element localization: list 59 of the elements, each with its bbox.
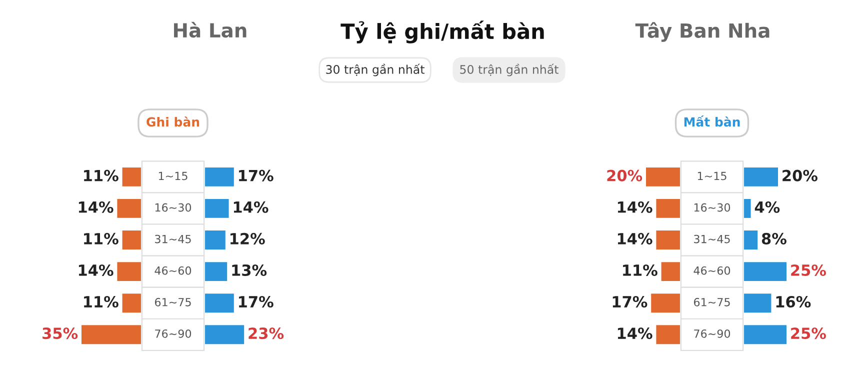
bar [205, 325, 244, 344]
data-label: 20% [607, 170, 642, 182]
bar [656, 325, 680, 344]
chart-subtitle: Mất bàn [684, 116, 740, 127]
chart-title: Tây Ban Nha [635, 22, 770, 42]
bar [656, 230, 680, 250]
y-tick-label: 16~30 [155, 203, 192, 212]
data-label: 16% [776, 296, 811, 308]
data-label: 11% [84, 170, 118, 182]
bar [744, 199, 751, 218]
data-label: 14% [618, 201, 652, 213]
data-label: 11% [84, 296, 118, 308]
data-label: 14% [618, 328, 652, 340]
bar [205, 199, 229, 218]
data-label: 11% [623, 264, 658, 276]
data-label: 23% [248, 328, 284, 340]
y-tick-label: 76~90 [155, 329, 192, 338]
data-label: 35% [42, 328, 78, 340]
bar [205, 167, 234, 186]
text: Tỷ lệ ghi/mất bàn [340, 20, 544, 44]
data-label: 17% [239, 296, 274, 308]
bar [205, 294, 234, 313]
bar [651, 294, 680, 313]
y-tick-label: 61~75 [154, 298, 191, 306]
data-label: 12% [230, 232, 265, 244]
y-tick-label: 46~60 [154, 266, 192, 275]
data-label: 25% [791, 264, 826, 276]
data-label: 14% [618, 232, 652, 244]
data-label: 11% [84, 232, 118, 244]
data-label: 17% [612, 296, 648, 308]
data-label: 14% [78, 264, 114, 276]
y-tick-label: 16~30 [694, 203, 730, 212]
bar [661, 262, 680, 282]
text: 30 trận gần nhất [326, 64, 424, 76]
bar [205, 230, 226, 250]
data-label: 8% [762, 232, 786, 244]
bar [744, 294, 772, 313]
data-label: 13% [232, 264, 267, 276]
data-label: 14% [78, 201, 114, 213]
y-tick-label: 46~60 [694, 266, 730, 275]
data-label: 17% [239, 170, 274, 182]
y-tick-label: 31~45 [694, 234, 730, 244]
data-label: 20% [782, 170, 818, 182]
data-label: 4% [754, 201, 780, 213]
data-label: 25% [791, 328, 826, 340]
y-tick-label: 76~90 [694, 329, 730, 338]
bar [656, 199, 680, 218]
y-tick-label: 1~15 [698, 172, 726, 180]
bar [744, 167, 778, 186]
y-tick-label: 31~45 [155, 234, 191, 244]
data-label: 14% [234, 201, 268, 213]
text: 50 trận gần nhất [460, 64, 558, 76]
bar [205, 262, 228, 282]
bar [646, 167, 680, 186]
y-tick-label: 61~75 [694, 298, 730, 306]
bar [744, 230, 758, 250]
chart-title: Hà Lan [174, 22, 246, 38]
y-tick-label: 1~15 [158, 172, 188, 180]
text: Ghi bàn [146, 116, 200, 127]
